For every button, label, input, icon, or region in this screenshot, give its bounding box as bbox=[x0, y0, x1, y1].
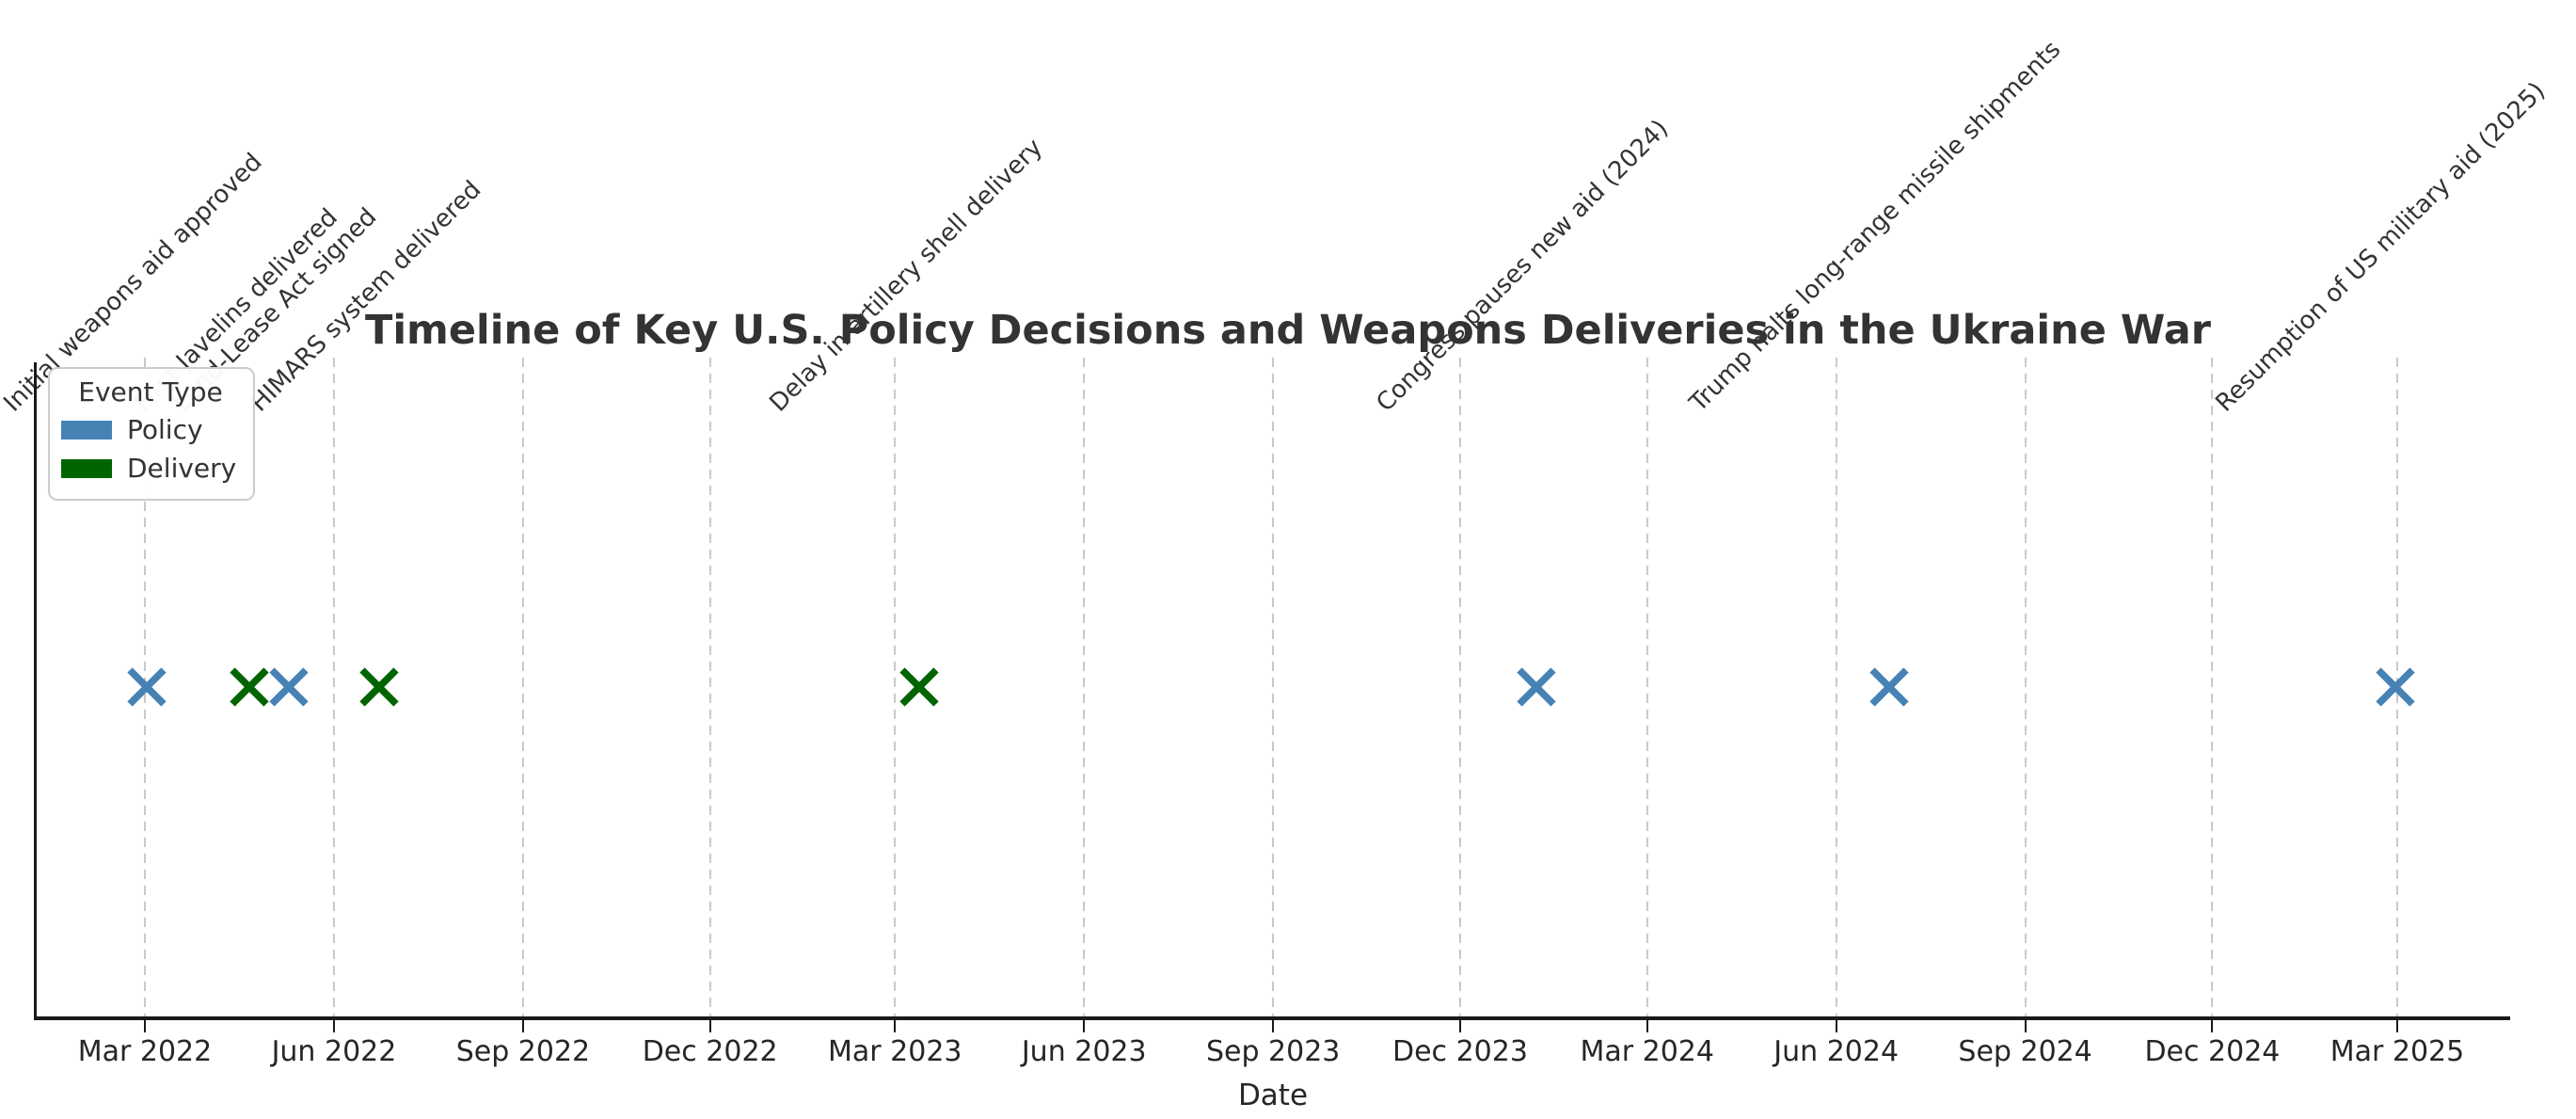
event-marker-policy bbox=[269, 667, 309, 707]
delivery-swatch bbox=[61, 458, 112, 478]
x-tick-label: Mar 2022 bbox=[77, 1035, 213, 1068]
gridline bbox=[1646, 358, 1648, 1018]
x-tick-mark bbox=[144, 1020, 146, 1032]
x-tick-mark bbox=[332, 1020, 335, 1032]
event-marker-policy bbox=[127, 667, 167, 707]
x-tick-mark bbox=[1272, 1020, 1275, 1032]
event-marker-delivery bbox=[230, 667, 270, 707]
legend-item-delivery: Delivery bbox=[61, 449, 240, 488]
gridline bbox=[894, 358, 897, 1018]
legend: Event Type Policy Delivery bbox=[48, 367, 255, 501]
x-axis-spine bbox=[34, 1016, 2510, 1020]
gridline bbox=[1458, 358, 1461, 1018]
policy-swatch bbox=[61, 420, 112, 440]
gridline bbox=[708, 358, 711, 1018]
legend-title: Event Type bbox=[78, 376, 223, 408]
x-tick-label: Mar 2024 bbox=[1580, 1035, 1714, 1068]
gridline bbox=[2211, 358, 2214, 1018]
legend-item-policy: Policy bbox=[61, 410, 240, 449]
x-tick-label: Jun 2023 bbox=[1021, 1035, 1147, 1068]
chart-title: Timeline of Key U.S. Policy Decisions an… bbox=[364, 307, 2212, 354]
event-marker-policy bbox=[1869, 667, 1910, 707]
x-tick-label: Sep 2023 bbox=[1205, 1035, 1341, 1068]
x-tick-label: Sep 2024 bbox=[1958, 1035, 2092, 1068]
gridline bbox=[1272, 358, 1275, 1018]
x-axis-label: Date bbox=[1237, 1079, 1309, 1112]
x-tick-label: Dec 2023 bbox=[1391, 1035, 1528, 1068]
gridline bbox=[1835, 358, 1837, 1018]
legend-item-label: Policy bbox=[127, 414, 203, 445]
x-tick-mark bbox=[2211, 1020, 2214, 1032]
x-tick-label: Dec 2022 bbox=[642, 1035, 778, 1068]
gridline bbox=[332, 358, 335, 1018]
event-marker-delivery bbox=[899, 667, 940, 707]
x-tick-mark bbox=[2396, 1020, 2398, 1032]
event-label: Delay in artillery shell delivery bbox=[763, 133, 1048, 418]
x-tick-mark bbox=[1458, 1020, 1461, 1032]
x-tick-mark bbox=[1835, 1020, 1837, 1032]
gridline bbox=[2024, 358, 2027, 1018]
event-marker-policy bbox=[2376, 667, 2415, 707]
x-tick-label: Dec 2024 bbox=[2144, 1035, 2281, 1068]
event-marker-policy bbox=[1517, 667, 1556, 707]
x-tick-label: Sep 2022 bbox=[455, 1035, 591, 1068]
y-axis-spine bbox=[34, 362, 37, 1020]
x-tick-mark bbox=[894, 1020, 897, 1032]
event-label: Trump halts long-range missile shipments bbox=[1683, 35, 2066, 418]
legend-item-label: Delivery bbox=[127, 453, 237, 484]
gridline bbox=[521, 358, 524, 1018]
x-tick-label: Jun 2024 bbox=[1773, 1035, 1900, 1068]
x-tick-mark bbox=[1083, 1020, 1086, 1032]
x-tick-mark bbox=[2024, 1020, 2027, 1032]
gridline bbox=[1083, 358, 1086, 1018]
event-label: Resumption of US military aid (2025) bbox=[2210, 76, 2552, 418]
event-marker-delivery bbox=[359, 667, 399, 707]
x-tick-label: Mar 2025 bbox=[2330, 1035, 2465, 1068]
x-tick-mark bbox=[1646, 1020, 1648, 1032]
x-tick-mark bbox=[521, 1020, 524, 1032]
x-tick-label: Mar 2023 bbox=[828, 1035, 962, 1068]
x-tick-mark bbox=[708, 1020, 711, 1032]
x-tick-label: Jun 2022 bbox=[271, 1035, 397, 1068]
event-label: Congress pauses new aid (2024) bbox=[1371, 114, 1674, 418]
